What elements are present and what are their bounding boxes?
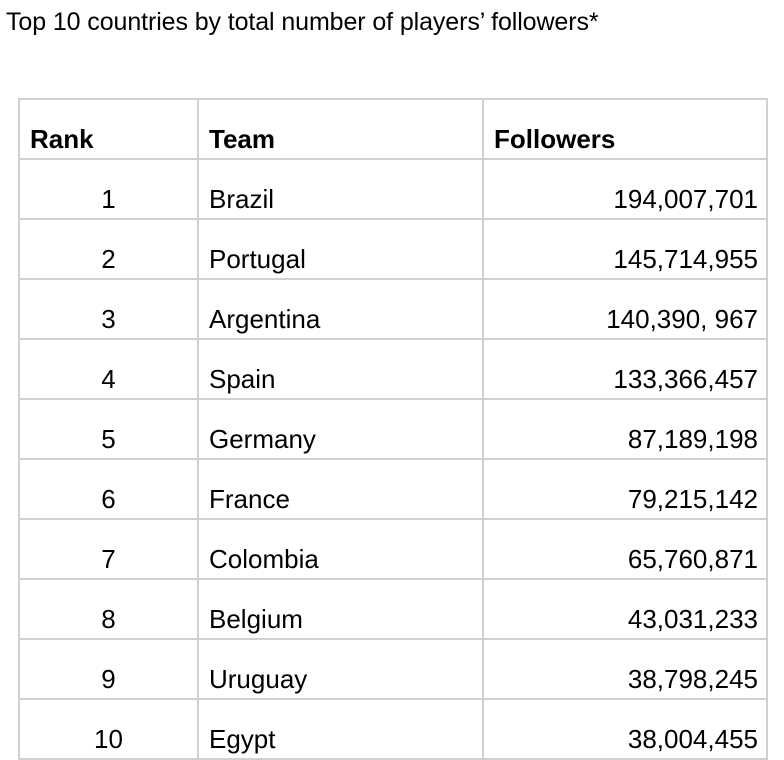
followers-cell: 145,714,955 — [482, 218, 768, 280]
rank-cell: 9 — [18, 638, 199, 700]
team-cell: Brazil — [197, 158, 484, 220]
table-row: 9 Uruguay 38,798,245 — [18, 638, 768, 700]
column-header-team: Team — [197, 98, 484, 160]
rank-cell: 2 — [18, 218, 199, 280]
team-cell: France — [197, 458, 484, 520]
followers-cell: 87,189,198 — [482, 398, 768, 460]
team-cell: Egypt — [197, 698, 484, 760]
column-header-followers: Followers — [482, 98, 768, 160]
team-cell: Colombia — [197, 518, 484, 580]
followers-cell: 38,798,245 — [482, 638, 768, 700]
page-title: Top 10 countries by total number of play… — [6, 8, 599, 36]
rank-cell: 7 — [18, 518, 199, 580]
rank-cell: 1 — [18, 158, 199, 220]
team-cell: Argentina — [197, 278, 484, 340]
rank-cell: 5 — [18, 398, 199, 460]
table-row: 2 Portugal 145,714,955 — [18, 218, 768, 280]
rank-cell: 3 — [18, 278, 199, 340]
followers-cell: 194,007,701 — [482, 158, 768, 220]
table-row: 1 Brazil 194,007,701 — [18, 158, 768, 220]
followers-cell: 140,390, 967 — [482, 278, 768, 340]
rank-cell: 6 — [18, 458, 199, 520]
column-header-rank: Rank — [18, 98, 199, 160]
table-row: 10 Egypt 38,004,455 — [18, 698, 768, 760]
table-row: 4 Spain 133,366,457 — [18, 338, 768, 400]
team-cell: Spain — [197, 338, 484, 400]
table-row: 8 Belgium 43,031,233 — [18, 578, 768, 640]
table-row: 3 Argentina 140,390, 967 — [18, 278, 768, 340]
followers-cell: 43,031,233 — [482, 578, 768, 640]
followers-cell: 65,760,871 — [482, 518, 768, 580]
table-header-row: Rank Team Followers — [18, 98, 768, 160]
rank-cell: 8 — [18, 578, 199, 640]
team-cell: Portugal — [197, 218, 484, 280]
rank-cell: 4 — [18, 338, 199, 400]
followers-cell: 133,366,457 — [482, 338, 768, 400]
followers-cell: 38,004,455 — [482, 698, 768, 760]
table-row: 5 Germany 87,189,198 — [18, 398, 768, 460]
followers-cell: 79,215,142 — [482, 458, 768, 520]
team-cell: Belgium — [197, 578, 484, 640]
team-cell: Germany — [197, 398, 484, 460]
table-row: 6 France 79,215,142 — [18, 458, 768, 520]
team-cell: Uruguay — [197, 638, 484, 700]
table-row: 7 Colombia 65,760,871 — [18, 518, 768, 580]
followers-table: Rank Team Followers 1 Brazil 194,007,701… — [18, 98, 768, 760]
rank-cell: 10 — [18, 698, 199, 760]
